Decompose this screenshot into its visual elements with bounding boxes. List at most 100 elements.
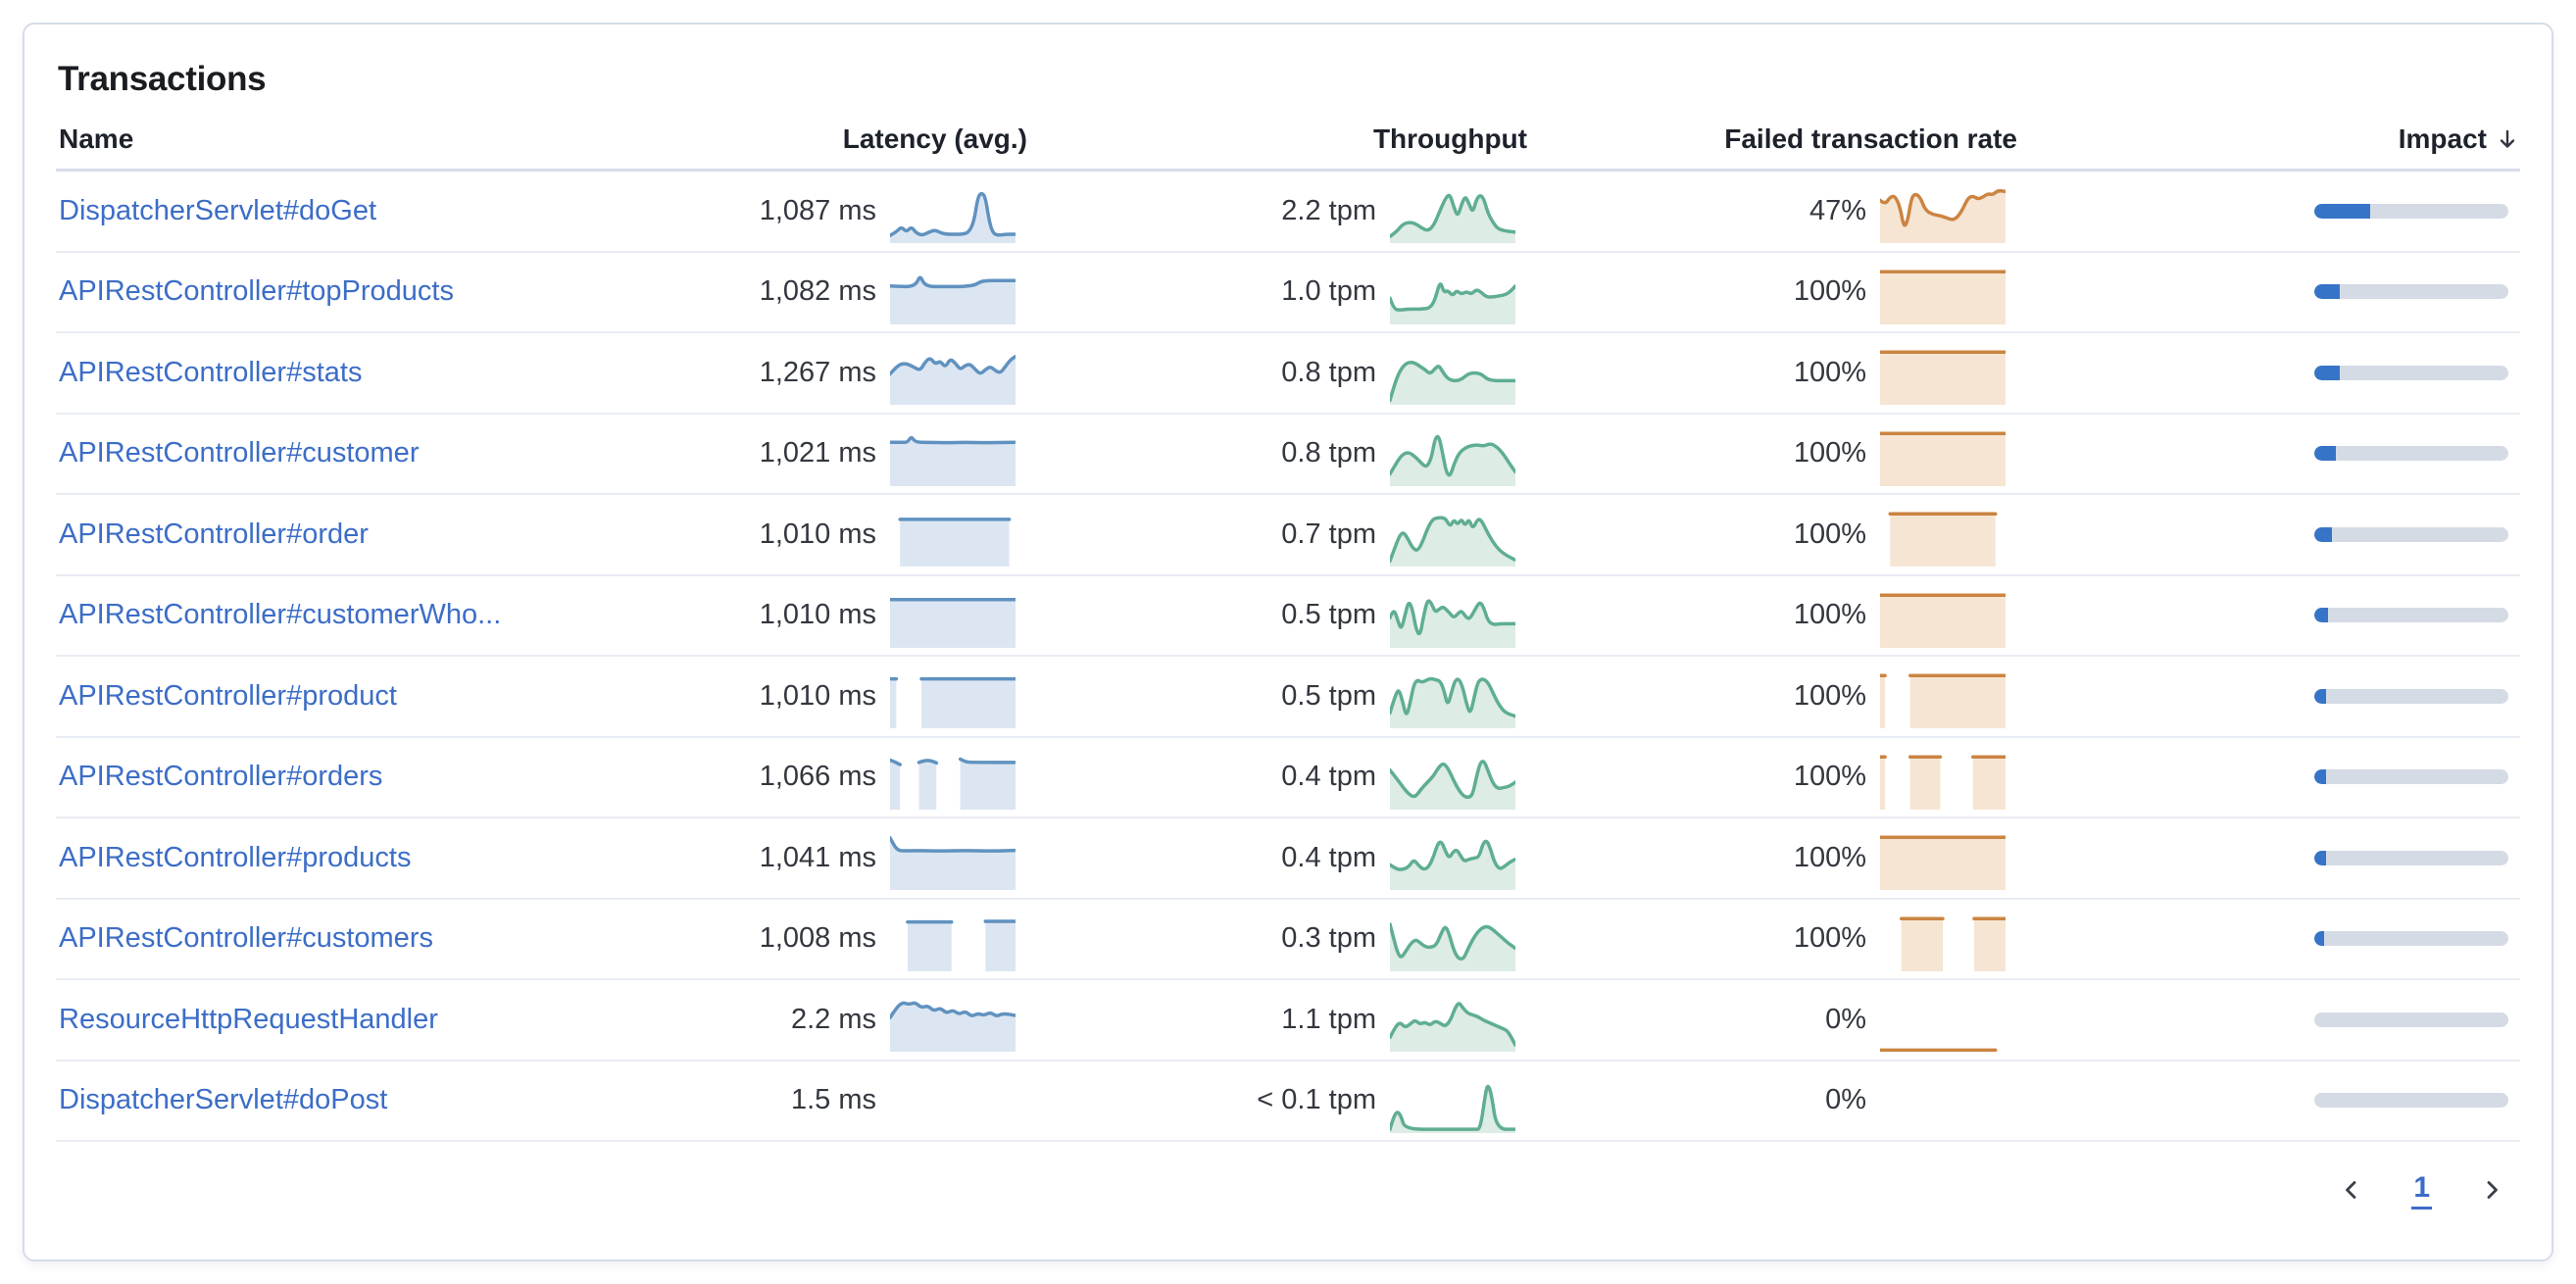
latency-cell: 1.5 ms [616, 1073, 1027, 1128]
panel-title: Transactions [58, 60, 267, 98]
impact-bar-fill [2314, 688, 2326, 704]
impact-bar [2314, 931, 2508, 947]
page-number-current[interactable]: 1 [2411, 1171, 2432, 1210]
failed-rate-value: 100% [1793, 275, 1866, 308]
table-row: ResourceHttpRequestHandler 2.2 ms 1.1 tp… [56, 980, 2520, 1062]
transaction-link[interactable]: ResourceHttpRequestHandler [59, 1003, 438, 1035]
failed-rate-sparkline [1880, 350, 2006, 406]
failed-rate-sparkline [1880, 431, 2006, 486]
throughput-sparkline [1390, 431, 1515, 486]
throughput-value: 0.5 tpm [1281, 679, 1376, 712]
latency-cell: 1,087 ms [616, 183, 1027, 244]
throughput-value: 0.4 tpm [1281, 761, 1376, 793]
throughput-sparkline [1390, 673, 1515, 729]
impact-bar-fill [2314, 769, 2326, 785]
failed-rate-sparkline [1880, 270, 2006, 324]
throughput-value: 1.1 tpm [1281, 1003, 1376, 1035]
failed-rate-cell: 100% [1527, 345, 2017, 406]
table-row: APIRestController#stats 1,267 ms 0.8 tpm… [56, 333, 2520, 415]
failed-rate-sparkline [1880, 755, 2006, 810]
throughput-sparkline [1390, 755, 1515, 810]
throughput-sparkline [1390, 835, 1515, 891]
table-row: DispatcherServlet#doPost 1.5 ms < 0.1 tp… [56, 1062, 2520, 1142]
table-header-row: Name Latency (avg.) Throughput Failed tr… [56, 121, 2520, 172]
impact-bar-fill [2314, 284, 2340, 300]
transactions-panel: Transactions Name Latency (avg.) Through… [23, 23, 2553, 1261]
latency-value: 1,008 ms [759, 922, 876, 955]
latency-sparkline [890, 755, 1016, 810]
latency-sparkline [890, 997, 1016, 1053]
throughput-cell: 0.5 tpm [1027, 668, 1527, 729]
latency-cell: 1,010 ms [616, 668, 1027, 729]
transaction-link[interactable]: APIRestController#stats [59, 356, 363, 388]
impact-cell [2017, 526, 2520, 542]
transaction-link[interactable]: APIRestController#customers [59, 922, 433, 955]
table-row: APIRestController#products 1,041 ms 0.4 … [56, 818, 2520, 900]
transaction-link[interactable]: DispatcherServlet#doGet [59, 194, 376, 226]
latency-value: 1,267 ms [759, 356, 876, 388]
throughput-cell: 0.5 tpm [1027, 588, 1527, 648]
table-row: APIRestController#topProducts 1,082 ms 1… [56, 253, 2520, 333]
throughput-sparkline [1390, 188, 1515, 244]
column-header-impact[interactable]: Impact [2017, 123, 2520, 155]
latency-value: 1,021 ms [759, 437, 876, 469]
column-header-throughput[interactable]: Throughput [1372, 123, 1527, 154]
latency-cell: 1,021 ms [616, 426, 1027, 486]
table-row: APIRestController#orders 1,066 ms 0.4 tp… [56, 738, 2520, 818]
chevron-right-icon [2487, 1181, 2498, 1199]
latency-sparkline [890, 431, 1016, 486]
transaction-link[interactable]: APIRestController#customerWho... [59, 599, 502, 631]
impact-cell [2017, 931, 2520, 947]
latency-value: 1,010 ms [759, 679, 876, 712]
latency-cell: 1,082 ms [616, 265, 1027, 324]
transaction-link[interactable]: APIRestController#orders [59, 761, 383, 793]
throughput-cell: < 0.1 tpm [1027, 1073, 1527, 1133]
failed-rate-cell: 0% [1527, 992, 2017, 1053]
transaction-link[interactable]: APIRestController#customer [59, 437, 420, 469]
failed-rate-value: 0% [1825, 1003, 1866, 1035]
column-header-latency[interactable]: Latency (avg.) [842, 123, 1027, 154]
throughput-sparkline [1390, 270, 1515, 324]
latency-cell: 2.2 ms [616, 992, 1027, 1053]
failed-rate-value: 100% [1793, 679, 1866, 712]
impact-cell [2017, 688, 2520, 704]
latency-cell: 1,041 ms [616, 830, 1027, 891]
latency-value: 1.5 ms [790, 1084, 876, 1116]
table-row: APIRestController#order 1,010 ms 0.7 tpm… [56, 495, 2520, 576]
impact-cell [2017, 1012, 2520, 1027]
pagination: 1 [56, 1148, 2520, 1232]
failed-rate-value: 100% [1793, 761, 1866, 793]
column-header-name[interactable]: Name [59, 123, 134, 154]
chevron-left-icon [2346, 1181, 2356, 1199]
throughput-value: 1.0 tpm [1281, 275, 1376, 308]
column-header-failed-rate[interactable]: Failed transaction rate [1724, 123, 2017, 154]
failed-rate-value: 100% [1793, 922, 1866, 955]
throughput-value: 0.3 tpm [1281, 922, 1376, 955]
impact-bar [2314, 1012, 2508, 1027]
sort-down-arrow-icon [2495, 126, 2520, 152]
transaction-link[interactable]: DispatcherServlet#doPost [59, 1084, 388, 1116]
throughput-value: 0.5 tpm [1281, 599, 1376, 631]
impact-bar-fill [2314, 365, 2340, 380]
impact-cell [2017, 365, 2520, 380]
failed-rate-sparkline [1880, 673, 2006, 729]
impact-bar-fill [2314, 526, 2332, 542]
failed-rate-sparkline [1880, 916, 2006, 971]
latency-value: 2.2 ms [790, 1003, 876, 1035]
throughput-cell: 0.3 tpm [1027, 912, 1527, 971]
transaction-link[interactable]: APIRestController#product [59, 679, 397, 712]
failed-rate-cell: 100% [1527, 426, 2017, 486]
next-page-button[interactable] [2477, 1175, 2506, 1205]
impact-cell [2017, 203, 2520, 219]
previous-page-button[interactable] [2337, 1175, 2366, 1205]
impact-bar-fill [2314, 850, 2326, 865]
transaction-link[interactable]: APIRestController#order [59, 518, 369, 550]
latency-value: 1,066 ms [759, 761, 876, 793]
transaction-link[interactable]: APIRestController#products [59, 841, 412, 873]
failed-rate-sparkline [1880, 1078, 2006, 1133]
failed-rate-value: 100% [1793, 437, 1866, 469]
failed-rate-cell: 0% [1527, 1073, 2017, 1128]
latency-sparkline [890, 188, 1016, 244]
impact-bar [2314, 284, 2508, 300]
transaction-link[interactable]: APIRestController#topProducts [59, 275, 454, 308]
